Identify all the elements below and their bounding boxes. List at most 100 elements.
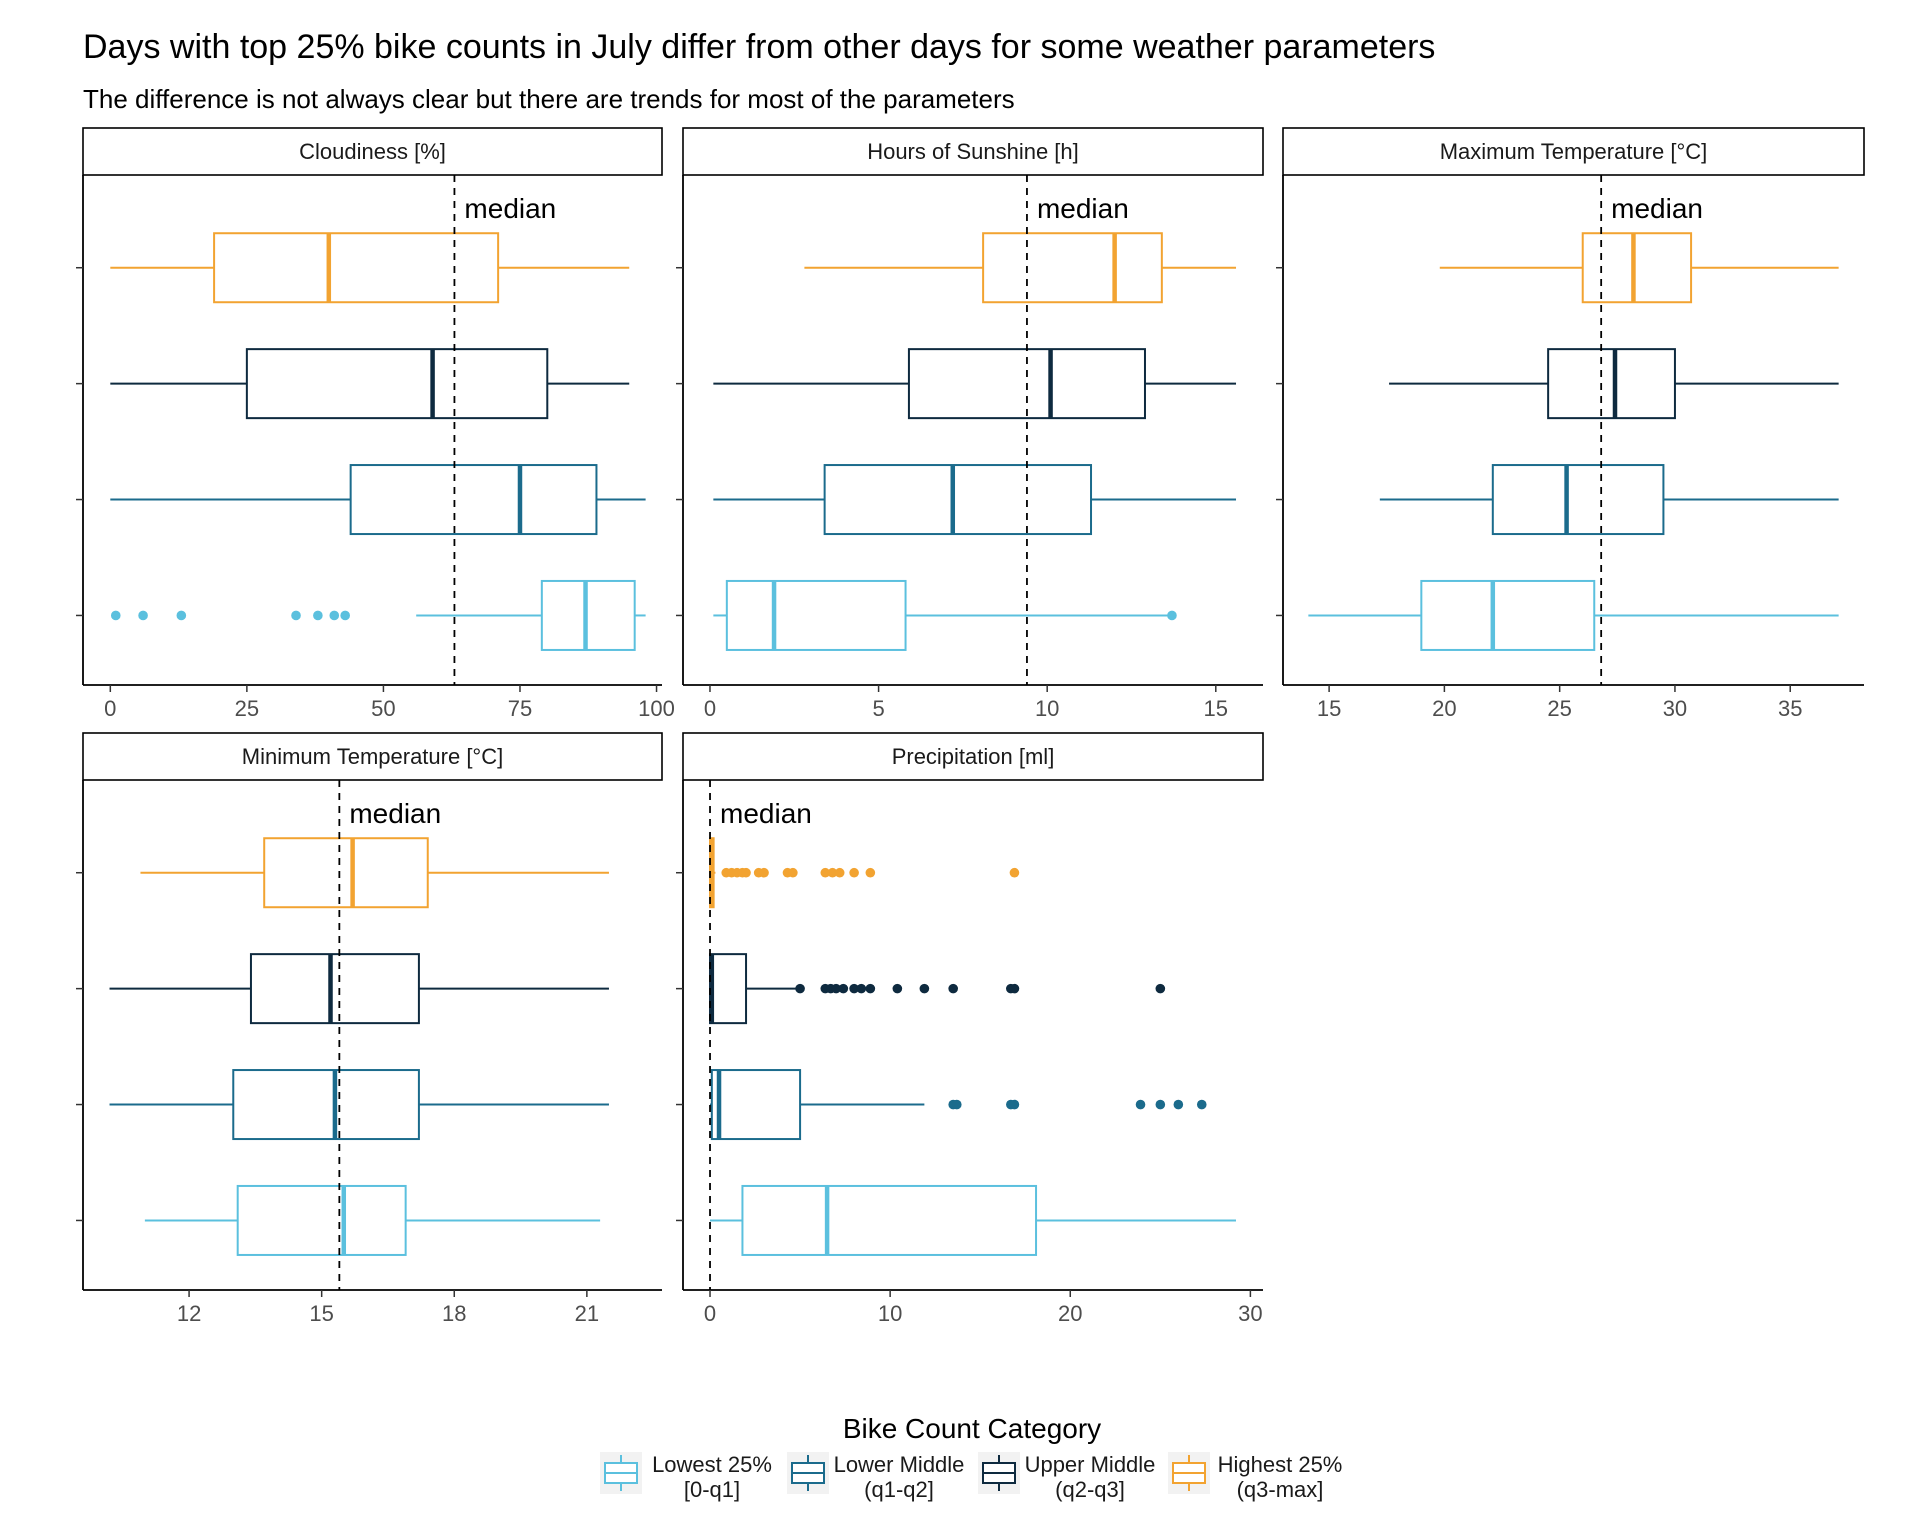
x-tick-label: 0 — [704, 696, 716, 721]
box-lower-middle — [713, 464, 1237, 536]
box-iqr — [710, 1069, 802, 1141]
panel-title: Precipitation [ml] — [892, 744, 1055, 769]
box-lower-middle — [1379, 464, 1839, 536]
median-label: median — [1611, 193, 1703, 224]
box-upper-middle — [709, 953, 1166, 1025]
box-iqr — [823, 464, 1093, 536]
legend-sublabel: (q3-max] — [1237, 1477, 1324, 1502]
x-tick-label: 25 — [235, 696, 259, 721]
chart-subtitle: The difference is not always clear but t… — [83, 84, 1015, 114]
panel-strip — [82, 732, 663, 781]
x-tick-label: 100 — [638, 696, 675, 721]
outlier-point — [865, 867, 876, 878]
panel-title: Hours of Sunshine [h] — [867, 139, 1079, 164]
outlier-point — [856, 983, 867, 994]
outlier-point — [1155, 983, 1166, 994]
x-tick-label: 15 — [1204, 696, 1228, 721]
box-iqr — [349, 464, 598, 536]
outlier-point — [1173, 1099, 1184, 1110]
panel-strip — [682, 732, 1264, 781]
panel-title: Maximum Temperature [°C] — [1440, 139, 1708, 164]
outlier-point — [340, 610, 350, 621]
legend-item-3: Upper Middle(q2-q3] — [978, 1452, 1155, 1502]
x-tick-label: 5 — [872, 696, 884, 721]
box-upper-middle — [713, 348, 1237, 420]
legend-item-1: Lowest 25%[0-q1] — [600, 1452, 772, 1502]
x-tick-label: 50 — [371, 696, 395, 721]
x-tick-label: 15 — [309, 1301, 333, 1326]
x-tick-label: 20 — [1058, 1301, 1082, 1326]
outlier-point — [838, 983, 849, 994]
box-iqr — [232, 1069, 420, 1141]
outlier-point — [313, 610, 323, 621]
panel-5: Precipitation [ml] 0 10 20 30 median — [676, 732, 1264, 1326]
x-tick-label: 25 — [1547, 696, 1571, 721]
x-tick-label: 20 — [1432, 696, 1456, 721]
outlier-point — [951, 1099, 962, 1110]
outlier-point — [1196, 1099, 1207, 1110]
box-iqr — [540, 579, 636, 651]
outlier-point — [759, 867, 769, 878]
x-tick-label: 21 — [575, 1301, 599, 1326]
outlier-point — [865, 983, 876, 994]
panel-strip — [1282, 127, 1865, 176]
box-iqr — [982, 232, 1163, 304]
panel-1: Cloudiness [%] 0 25 50 75 100 median — [76, 127, 675, 721]
panel-strip — [682, 127, 1264, 176]
box-iqr — [236, 1184, 407, 1256]
legend-item-4: Highest 25%(q3-max] — [1168, 1452, 1342, 1502]
box-iqr — [1547, 348, 1676, 420]
panel-4: Minimum Temperature [°C] 12 15 18 21 median — [76, 732, 663, 1326]
box-iqr — [1581, 232, 1693, 304]
box-lowest-25- — [110, 579, 646, 651]
box-highest-25- — [1439, 232, 1839, 304]
outlier-point — [1009, 1099, 1020, 1110]
panel-strip — [82, 127, 663, 176]
box-iqr — [709, 953, 748, 1025]
outlier-point — [788, 867, 798, 878]
outlier-point — [1155, 1099, 1166, 1110]
outlier-point — [741, 867, 751, 878]
box-upper-middle — [110, 348, 630, 420]
legend-sublabel: (q1-q2] — [864, 1477, 934, 1502]
panel-title: Minimum Temperature [°C] — [242, 744, 503, 769]
legend-label: Lower Middle — [834, 1452, 965, 1477]
outlier-point — [138, 610, 148, 621]
box-iqr — [263, 837, 429, 909]
box-lowest-25- — [710, 1184, 1236, 1256]
x-tick-label: 12 — [177, 1301, 201, 1326]
outlier-point — [919, 983, 930, 994]
legend-label: Highest 25% — [1218, 1452, 1343, 1477]
outlier-point — [849, 867, 859, 878]
outlier-point — [795, 983, 805, 994]
x-tick-label: 0 — [704, 1301, 716, 1326]
outlier-point — [820, 867, 831, 878]
outlier-point — [1009, 983, 1020, 994]
box-iqr — [725, 579, 907, 651]
chart-title: Days with top 25% bike counts in July di… — [83, 28, 1436, 66]
box-upper-middle — [109, 953, 609, 1025]
outlier-point — [329, 610, 340, 621]
x-tick-label: 15 — [1317, 696, 1341, 721]
box-lower-middle — [110, 464, 646, 536]
x-tick-label: 35 — [1778, 696, 1802, 721]
outlier-point — [827, 867, 838, 878]
box-highest-25- — [804, 232, 1237, 304]
outlier-point — [1135, 1099, 1146, 1110]
x-tick-label: 30 — [1238, 1301, 1262, 1326]
median-label: median — [464, 193, 556, 224]
legend-item-2: Lower Middle(q1-q2] — [787, 1452, 964, 1502]
outlier-point — [831, 983, 841, 994]
box-lowest-25- — [144, 1184, 601, 1256]
x-tick-label: 18 — [442, 1301, 466, 1326]
legend-sublabel: (q2-q3] — [1055, 1477, 1125, 1502]
panel-2: Hours of Sunshine [h] 0 5 10 15 median — [676, 127, 1264, 721]
x-tick-label: 75 — [508, 696, 532, 721]
x-tick-label: 30 — [1663, 696, 1687, 721]
box-iqr — [213, 232, 500, 304]
median-label: median — [349, 798, 441, 829]
outlier-point — [849, 983, 859, 994]
box-iqr — [1491, 464, 1665, 536]
box-lowest-25- — [1308, 579, 1839, 651]
